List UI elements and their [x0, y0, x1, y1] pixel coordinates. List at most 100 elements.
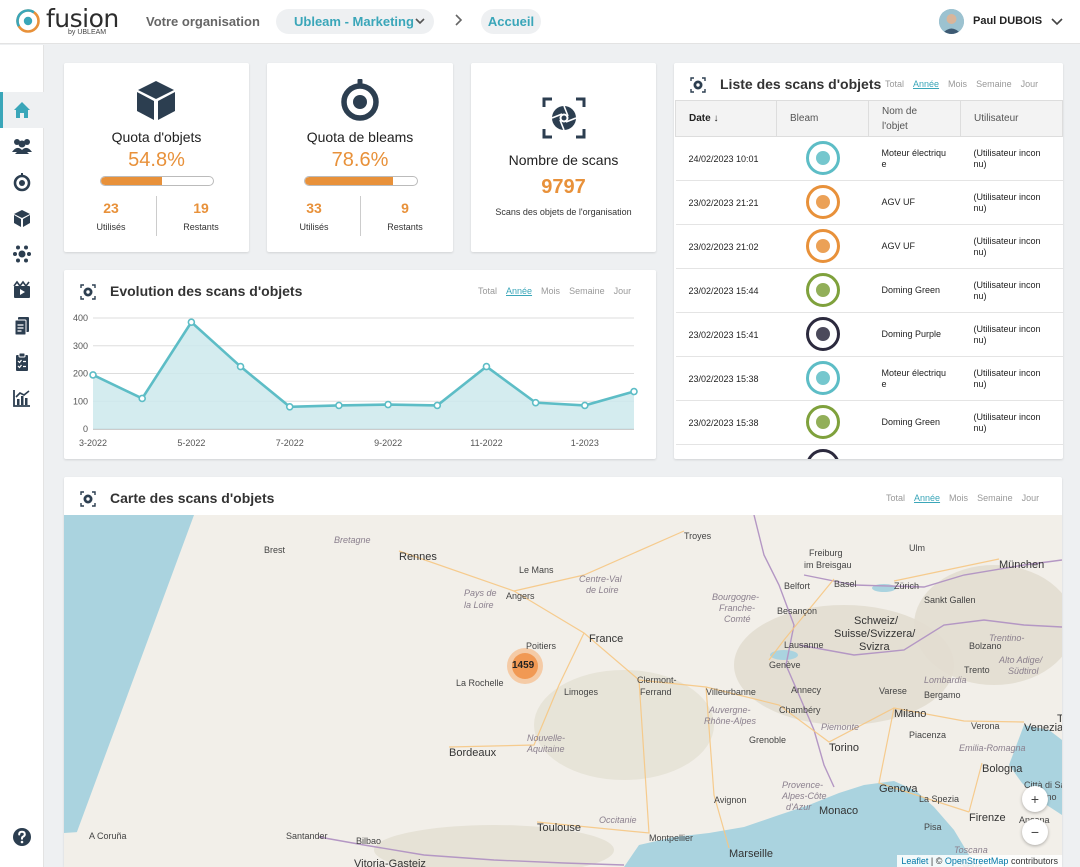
column-header-date[interactable]: Date ↓	[675, 100, 777, 137]
map-place-label: Troyes	[684, 531, 712, 541]
filter-month[interactable]: Mois	[949, 493, 969, 503]
x-tick-label: 3-2022	[79, 438, 107, 448]
cluster-count[interactable]: 1459	[512, 660, 535, 671]
sidebar-item-users[interactable]	[0, 128, 44, 164]
map-place-label: Piacenza	[909, 730, 947, 740]
filter-total[interactable]: Total	[885, 79, 905, 89]
user-cell: (Utilisateur inconnu)	[960, 356, 1063, 401]
column-header-name[interactable]: Nom de l'objet	[868, 100, 961, 137]
filter-year[interactable]: Année	[914, 493, 941, 503]
map-place-label: Bretagne	[334, 535, 371, 545]
map-place-label: Triest	[1057, 713, 1062, 725]
sidebar-item-bleams[interactable]	[0, 164, 44, 200]
evolution-chart: 0 100 200 300 400 3-2022 5-2022 7-2022 9-2022 11-…	[73, 313, 638, 448]
avatar[interactable]	[939, 9, 964, 34]
kpi-remaining-label: Restants	[183, 222, 219, 232]
filter-month[interactable]: Mois	[948, 79, 968, 89]
user-menu-chevron-icon[interactable]	[1050, 15, 1064, 29]
period-filters: Total Année Mois Semaine Jour	[886, 493, 1039, 503]
scan-icon	[690, 77, 706, 93]
table-row[interactable]: 23/02/2023 21:21 AGV UF (Utilisateur incon…	[675, 180, 1063, 225]
map-place-label: Franche-	[719, 603, 756, 613]
quota-progress-fill	[305, 177, 394, 185]
bleam-badge-icon[interactable]	[805, 316, 840, 351]
filter-month[interactable]: Mois	[541, 286, 561, 296]
kpi-percent: 54.8%	[128, 149, 185, 171]
filter-day[interactable]: Jour	[613, 286, 632, 296]
sidebar-item-checklist[interactable]	[0, 344, 44, 380]
checklist-icon	[16, 352, 28, 371]
filter-week[interactable]: Semaine	[976, 79, 1012, 89]
sidebar-item-home[interactable]	[0, 92, 44, 128]
data-point	[187, 318, 196, 326]
filter-total[interactable]: Total	[478, 286, 498, 296]
map-place-label: Zürich	[894, 581, 920, 591]
scan-map[interactable]: Brest Bretagne Rennes Le Mans Troyes Centre-V…	[64, 515, 1062, 867]
filter-week[interactable]: Semaine	[569, 286, 605, 296]
sidebar-item-network[interactable]	[0, 236, 44, 272]
org-selector[interactable]: Ubleam - Marketing	[276, 9, 434, 34]
map-place-label: Montpellier	[649, 833, 694, 843]
series-line	[92, 320, 635, 409]
sidebar-item-objects[interactable]	[0, 200, 44, 236]
filter-year[interactable]: Année	[913, 79, 940, 89]
map-place-label: Alpes-Côte	[782, 791, 827, 801]
attribution-separator: | ©	[930, 856, 943, 866]
object-name-text: Moteur électrique	[881, 147, 947, 169]
x-tick-label: 11-2022	[470, 438, 502, 448]
filter-day[interactable]: Jour	[1021, 493, 1040, 503]
filter-year[interactable]: Année	[506, 286, 533, 296]
table-row[interactable]	[675, 444, 1063, 459]
column-header-bleam[interactable]: Bleam	[776, 100, 869, 137]
osm-link[interactable]: OpenStreetMap	[944, 856, 1009, 866]
y-tick-label: 100	[73, 396, 88, 406]
column-label: Bleam	[790, 113, 819, 124]
table-row[interactable]: 23/02/2023 15:41 Doming Purple (Utilisateu…	[675, 312, 1063, 357]
bleam-cell	[776, 268, 869, 313]
user-cell: (Utilisateur inconnu)	[960, 268, 1063, 313]
bleam-badge-icon[interactable]	[805, 184, 840, 219]
object-name-text: AGV UF	[881, 197, 916, 207]
map-place-label: im Breisgau	[804, 560, 852, 570]
user-name[interactable]: Paul DUBOIS	[973, 15, 1043, 27]
filter-total[interactable]: Total	[886, 493, 906, 503]
map-place-label: Limoges	[564, 687, 599, 697]
filter-week[interactable]: Semaine	[977, 493, 1013, 503]
user-text: (Utilisateur inconnu)	[973, 191, 1041, 213]
column-header-user[interactable]: Utilisateur	[960, 100, 1063, 137]
sidebar-item-documents[interactable]	[0, 308, 44, 344]
map-place-label: Vitoria-Gasteiz	[354, 858, 426, 867]
map-place-label: Toulouse	[537, 822, 582, 834]
sidebar-item-help[interactable]	[0, 819, 44, 855]
kpi-used-label: Utilisés	[299, 222, 329, 232]
bleam-badge-icon[interactable]	[805, 360, 840, 395]
bleam-badge-icon[interactable]	[805, 140, 840, 175]
table-row[interactable]: 24/02/2023 10:01 Moteur électrique (Utilis…	[675, 136, 1063, 181]
table-row[interactable]: 23/02/2023 15:38 Moteur électrique (Utilis…	[675, 356, 1063, 401]
brand-logo[interactable]: fusion by UBLEAM	[16, 6, 119, 36]
card-title: Liste des scans d'objets	[720, 76, 882, 92]
chevron-right-icon	[455, 14, 463, 26]
table-row[interactable]: 23/02/2023 15:38 Doming Green (Utilisateur…	[675, 400, 1063, 445]
filter-day[interactable]: Jour	[1020, 79, 1039, 89]
bleam-badge-icon[interactable]	[805, 272, 840, 307]
zoom-in-button[interactable]: +	[1022, 786, 1048, 812]
top-header: fusion by UBLEAM Votre organisation Uble…	[0, 0, 1080, 44]
sidebar-item-analytics[interactable]	[0, 380, 44, 416]
bleam-badge-icon[interactable]	[805, 404, 840, 439]
x-tick-label: 1-2023	[571, 438, 599, 448]
sidebar-item-media[interactable]	[0, 272, 44, 308]
kpi-card-scans: Nombre de scans 9797 Scans des objets de…	[471, 63, 656, 252]
table-row[interactable]: 23/02/2023 15:44 Doming Green (Utilisateur…	[675, 268, 1063, 313]
leaflet-link[interactable]: Leaflet	[901, 856, 929, 866]
zoom-out-button[interactable]: −	[1022, 819, 1048, 845]
map-place-label: Verona	[971, 721, 1000, 731]
bleam-badge-icon[interactable]	[805, 228, 840, 263]
bleam-cell	[776, 356, 869, 401]
breadcrumb-home[interactable]: Accueil	[481, 9, 541, 34]
table-row[interactable]: 23/02/2023 21:02 AGV UF (Utilisateur incon…	[675, 224, 1063, 269]
cube-icon	[14, 210, 30, 227]
map-place-label: Genève	[769, 660, 801, 670]
map-place-label: Svizra	[859, 641, 890, 653]
cluster-marker[interactable]	[512, 653, 538, 679]
